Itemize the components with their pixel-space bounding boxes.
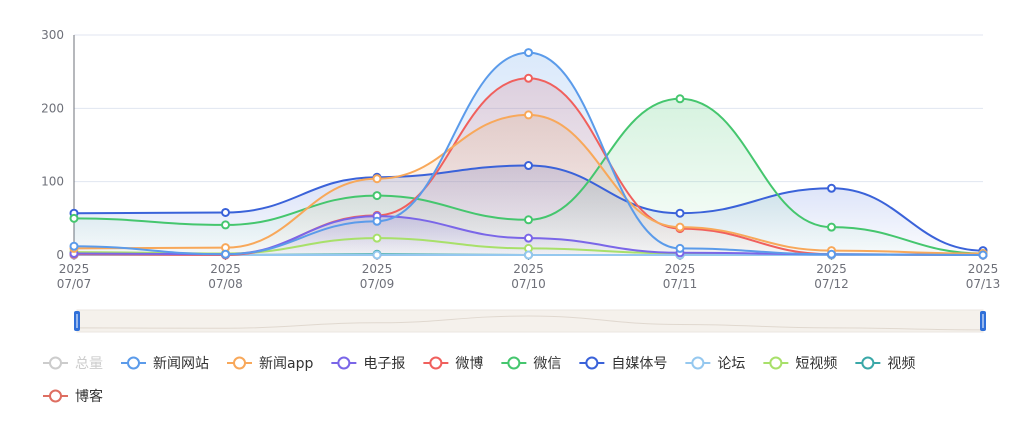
series-area <box>74 52 983 255</box>
data-point[interactable] <box>675 243 685 253</box>
legend-marker-icon <box>507 356 521 370</box>
data-point[interactable] <box>524 250 533 260</box>
y-axis: 0 100 200 300 <box>41 28 75 262</box>
x-tick-label: 2025 07/07 <box>57 262 92 291</box>
legend-item[interactable]: 电子报 <box>331 356 405 372</box>
x-tick-label: 2025 07/11 <box>663 262 698 291</box>
data-point[interactable] <box>524 73 533 83</box>
legend-marker-icon <box>49 389 62 403</box>
legend-item[interactable]: 新闻网站 <box>121 356 209 372</box>
data-point[interactable] <box>221 220 230 230</box>
x-axis: 2025 07/07 2025 07/08 2025 07/09 2025 07/10 2025… <box>57 255 1001 291</box>
legend-item[interactable]: 自媒体号 <box>579 356 667 372</box>
legend-marker-icon <box>49 356 62 370</box>
legend-marker-icon <box>233 356 246 370</box>
data-zoom-slider[interactable] <box>73 309 986 333</box>
data-point[interactable] <box>372 191 382 201</box>
legend-item[interactable]: 微博 <box>423 355 483 372</box>
legend-item[interactable]: 短视频 <box>763 356 837 372</box>
legend-marker-icon <box>769 356 783 370</box>
legend-item[interactable]: 视频 <box>855 356 915 372</box>
legend-marker-icon <box>861 356 875 370</box>
legend-marker-icon <box>337 356 351 370</box>
legend-label: 博客 <box>75 388 103 405</box>
data-point[interactable] <box>524 233 533 243</box>
legend-item[interactable]: 微信 <box>501 356 561 372</box>
data-point[interactable] <box>524 48 533 58</box>
x-tick-label: 2025 07/12 <box>814 262 849 291</box>
legend-marker-icon <box>691 356 705 370</box>
x-tick-label: 2025 07/08 <box>208 262 243 291</box>
legend-label: 新闻app <box>259 356 313 372</box>
x-tick-label: 2025 07/09 <box>360 262 395 291</box>
data-point[interactable] <box>524 110 533 120</box>
data-point[interactable] <box>524 161 533 171</box>
legend-item[interactable]: 新闻app <box>227 356 313 372</box>
y-tick-label: 200 <box>41 101 64 115</box>
legend-label: 论坛 <box>717 356 745 372</box>
data-point[interactable] <box>524 215 533 225</box>
legend-label: 微博 <box>455 355 483 372</box>
legend-item[interactable]: 论坛 <box>685 356 745 372</box>
series-line <box>73 97 984 255</box>
legend-label: 短视频 <box>795 356 837 372</box>
zoom-preview-line <box>73 315 984 331</box>
legend-item[interactable]: 博客 <box>43 388 103 405</box>
data-point[interactable] <box>827 249 836 259</box>
legend-label: 电子报 <box>363 356 405 372</box>
data-point[interactable] <box>372 233 382 243</box>
legend-label: 总量 <box>75 356 103 372</box>
data-point[interactable] <box>69 213 79 223</box>
data-point[interactable] <box>675 94 685 104</box>
x-tick-label: 2025 07/13 <box>966 262 1001 291</box>
legend-label: 微信 <box>533 356 561 372</box>
data-point[interactable] <box>675 222 685 232</box>
legend-marker-icon <box>585 356 599 370</box>
y-tick-label: 300 <box>41 28 64 42</box>
legend-label: 新闻网站 <box>153 356 209 372</box>
point-layer <box>69 48 988 260</box>
x-tick-label: 2025 07/10 <box>511 262 546 291</box>
legend-label: 自媒体号 <box>611 356 667 372</box>
legend-marker-icon <box>429 356 443 370</box>
data-point[interactable] <box>675 208 685 218</box>
legend-label: 视频 <box>887 356 915 372</box>
legend-item[interactable]: 总量 <box>43 356 103 372</box>
data-point[interactable] <box>372 174 382 184</box>
data-point[interactable] <box>978 250 988 260</box>
data-point[interactable] <box>221 249 230 259</box>
data-point[interactable] <box>827 183 836 193</box>
data-point[interactable] <box>827 222 836 232</box>
data-point[interactable] <box>372 216 382 226</box>
data-point[interactable] <box>69 241 79 251</box>
y-tick-label: 100 <box>41 175 64 189</box>
legend-marker-icon <box>127 356 140 370</box>
y-tick-label: 0 <box>56 248 64 262</box>
data-point[interactable] <box>372 250 382 260</box>
data-point[interactable] <box>221 207 230 217</box>
